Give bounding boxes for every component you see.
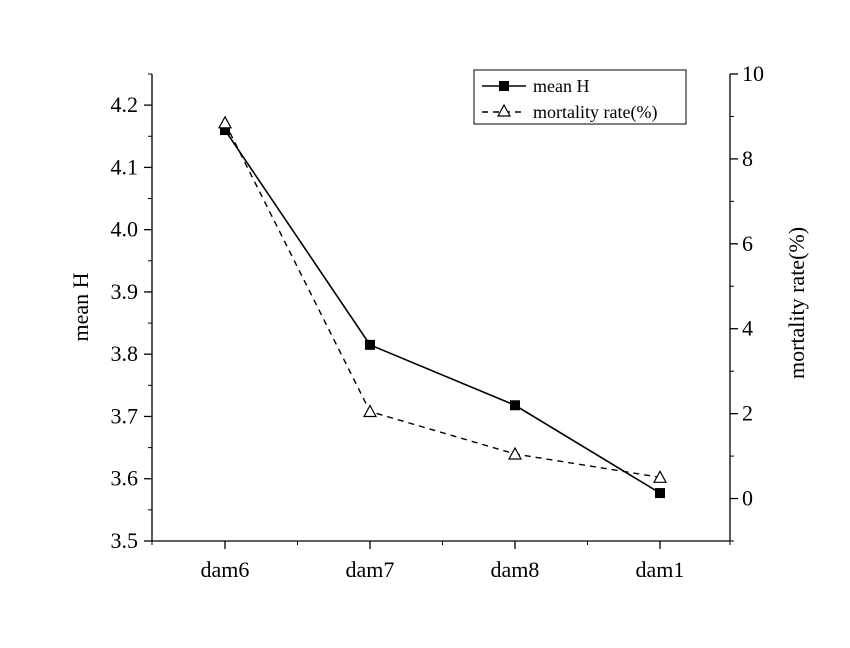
x-tick-label: dam8 <box>491 557 540 582</box>
series-line-0 <box>224 129 661 494</box>
left-y-tick-label: 3.8 <box>111 341 139 366</box>
mortality-rate-point <box>507 446 523 460</box>
series-layer <box>217 115 668 499</box>
legend-marker-filled-square <box>499 81 509 91</box>
x-tick-label: dam7 <box>346 557 395 582</box>
left-y-ticks: 3.5 3.6 3.7 3.8 3.9 4.0 4.1 4.2 <box>111 73 152 553</box>
left-y-tick-label: 4.1 <box>111 154 139 179</box>
mortality-rate-point <box>652 470 668 483</box>
left-y-tick-label: 3.6 <box>111 466 139 491</box>
legend-marker-open-triangle <box>496 103 512 117</box>
right-y-axis-title: mortality rate(%) <box>784 227 809 379</box>
mortality-rate-point <box>362 404 378 418</box>
legend-label-mortality: mortality rate(%) <box>533 102 657 123</box>
mean-h-point <box>510 400 520 411</box>
mean-h-point <box>365 339 375 350</box>
mean-h-point <box>220 125 230 136</box>
left-y-tick-label: 3.9 <box>111 279 139 304</box>
right-y-tick-label: 0 <box>742 486 753 511</box>
series-line-1 <box>224 122 661 479</box>
legend: mean H mortality rate(%) <box>473 69 687 125</box>
right-y-tick-label: 8 <box>742 146 753 171</box>
left-y-axis-title: mean H <box>68 272 93 341</box>
x-tick-label: dam6 <box>201 557 250 582</box>
right-y-tick-label: 2 <box>742 401 753 426</box>
mean-h-point <box>655 488 665 499</box>
right-y-tick-label: 10 <box>742 61 764 86</box>
left-y-tick-label: 4.0 <box>111 217 139 242</box>
mortality-rate-point <box>217 115 233 129</box>
axes-frame <box>151 74 731 542</box>
x-tick-label: dam1 <box>636 557 685 582</box>
right-y-ticks: 0 2 4 6 8 10 <box>730 61 764 542</box>
left-y-tick-label: 3.7 <box>111 403 139 428</box>
right-y-tick-label: 6 <box>742 231 753 256</box>
left-y-tick-label: 3.5 <box>111 528 139 553</box>
x-ticks: dam6 dam7 dam8 dam1 <box>151 541 731 582</box>
legend-label-mean-h: mean H <box>533 76 589 96</box>
left-y-tick-label: 4.2 <box>111 92 139 117</box>
right-y-tick-label: 4 <box>742 316 753 341</box>
